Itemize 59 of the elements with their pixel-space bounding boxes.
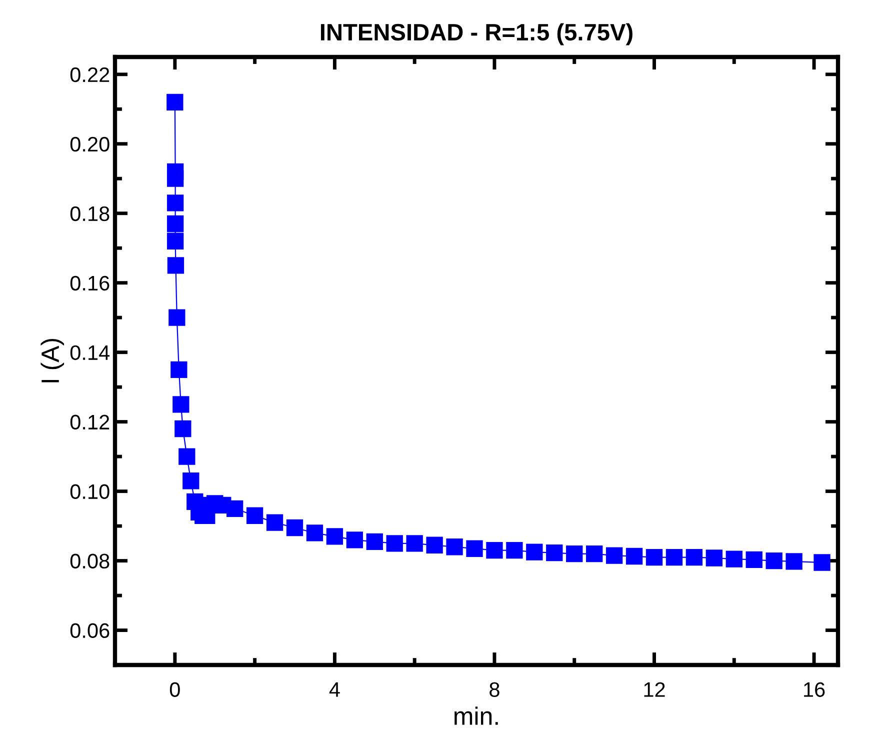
- y-axis-title: I (A): [40, 338, 64, 382]
- point: [286, 519, 304, 536]
- point: [172, 396, 190, 413]
- y-tick-label: 0.12: [70, 414, 110, 430]
- point: [646, 548, 663, 566]
- y-tick-label: 0.06: [70, 623, 110, 638]
- point: [706, 550, 723, 566]
- x-tick-label: 8: [490, 682, 500, 697]
- point: [726, 550, 742, 568]
- point: [626, 548, 643, 565]
- point: [166, 232, 184, 250]
- point: [486, 542, 503, 559]
- point: [167, 257, 184, 274]
- x-tick-label: 16: [804, 682, 825, 697]
- x-axis-title: min.: [454, 706, 498, 725]
- point: [746, 551, 762, 568]
- point: [178, 448, 196, 465]
- y-tick-label: 0.20: [70, 136, 110, 152]
- point: [546, 544, 563, 562]
- point: [814, 554, 830, 571]
- chart-title: INTENSIDAD - R=1:5 (5.75V): [320, 23, 632, 46]
- point: [386, 535, 403, 552]
- point: [266, 514, 284, 531]
- point: [226, 500, 244, 517]
- point: [166, 94, 184, 110]
- x-tick-label: 0: [170, 682, 180, 697]
- point: [446, 538, 463, 556]
- point: [166, 194, 184, 212]
- y-tick-label: 0.18: [70, 206, 110, 222]
- point: [166, 215, 184, 232]
- point: [326, 528, 344, 545]
- point: [586, 545, 603, 562]
- y-tick-label: 0.10: [70, 484, 110, 500]
- y-tick-label: 0.16: [70, 276, 110, 291]
- point: [174, 420, 192, 438]
- point: [606, 547, 623, 564]
- point: [426, 536, 443, 554]
- point: [766, 552, 782, 570]
- x-tick-label: 12: [644, 682, 665, 697]
- point: [366, 533, 383, 550]
- point: [686, 548, 703, 566]
- point: [566, 545, 583, 562]
- point: [246, 507, 264, 524]
- point: [346, 532, 363, 548]
- point: [466, 540, 483, 557]
- point: [406, 535, 423, 552]
- point: [306, 524, 324, 542]
- point: [526, 544, 543, 560]
- y-tick-label: 0.22: [70, 67, 110, 82]
- point: [182, 472, 200, 490]
- point: [666, 548, 683, 566]
- point: [170, 361, 188, 378]
- point: [786, 553, 802, 570]
- y-tick-label: 0.14: [70, 345, 110, 360]
- point: [166, 170, 184, 187]
- x-tick-label: 4: [329, 682, 340, 697]
- y-tick-label: 0.08: [70, 554, 110, 569]
- point: [506, 542, 523, 559]
- point: [168, 309, 186, 326]
